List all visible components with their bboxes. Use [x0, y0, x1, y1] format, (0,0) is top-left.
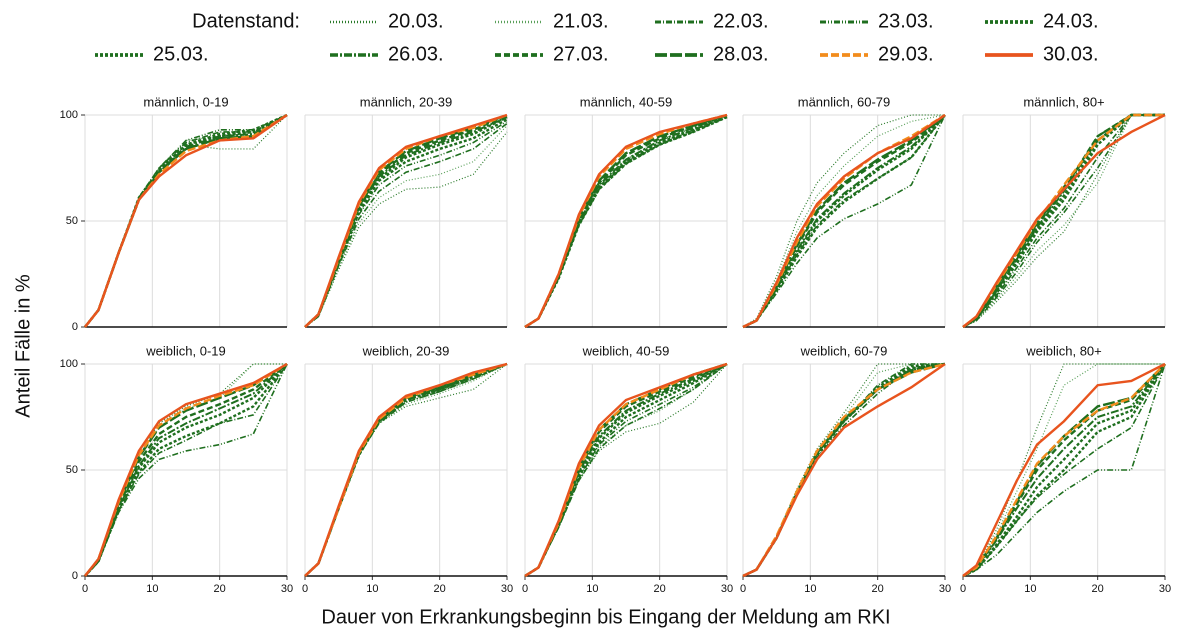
- series-line: [962, 363, 1165, 577]
- series-line: [962, 114, 1165, 328]
- panel: männlich, 0-19 0 50 100: [60, 94, 288, 333]
- legend-label: 26.03.: [388, 43, 444, 65]
- strip-label: männlich, 0-19: [143, 94, 228, 109]
- y-tick-label: 50: [66, 215, 78, 227]
- x-tick-label: 30: [281, 583, 293, 595]
- x-tick-label: 0: [960, 583, 966, 595]
- series-line: [304, 118, 508, 328]
- x-tick-label: 10: [146, 583, 158, 595]
- panel: weiblich, 0-19 0 10 20 30 0 50 100: [60, 343, 293, 594]
- series-line: [524, 362, 728, 578]
- series-line: [962, 362, 1166, 577]
- y-tick-label: 50: [66, 464, 78, 476]
- series-line: [742, 363, 945, 577]
- x-axis-label: Dauer von Erkrankungsbeginn bis Eingang …: [321, 606, 890, 628]
- series-line: [84, 114, 288, 328]
- panel: männlich, 40-59: [524, 94, 728, 329]
- x-tick-label: 20: [1092, 583, 1104, 595]
- panel: weiblich, 40-59 0 10 20 30: [522, 343, 733, 594]
- legend-label: 28.03.: [713, 43, 769, 65]
- y-tick-label: 100: [60, 358, 78, 370]
- x-tick-label: 0: [82, 583, 88, 595]
- x-tick-label: 30: [939, 583, 951, 595]
- series-line: [304, 131, 508, 328]
- panel: männlich, 20-39: [304, 94, 508, 328]
- x-tick-label: 20: [872, 583, 884, 595]
- x-tick-label: 0: [522, 583, 528, 595]
- series-line: [742, 363, 946, 578]
- legend-label: 23.03.: [878, 10, 934, 32]
- legend-label: 24.03.: [1043, 10, 1099, 32]
- x-tick-label: 10: [586, 583, 598, 595]
- x-tick-label: 10: [804, 583, 816, 595]
- y-tick-label: 100: [60, 109, 78, 121]
- panel: weiblich, 20-39 0 10 20 30: [302, 343, 513, 594]
- strip-label: weiblich, 0-19: [145, 343, 226, 358]
- panel: männlich, 80+: [962, 94, 1166, 329]
- series-line: [742, 114, 946, 329]
- x-tick-label: 10: [366, 583, 378, 595]
- series-line: [962, 363, 1166, 577]
- legend-label: 22.03.: [713, 10, 769, 32]
- series-line: [84, 363, 288, 577]
- series-line: [304, 116, 508, 328]
- strip-label: männlich, 20-39: [360, 94, 453, 109]
- legend-title: Datenstand:: [192, 10, 300, 32]
- series-line: [742, 114, 946, 328]
- series-line: [84, 362, 288, 577]
- series-line: [304, 122, 508, 328]
- strip-label: weiblich, 60-79: [800, 343, 888, 358]
- series-line: [962, 363, 1166, 578]
- legend-label: 25.03.: [153, 43, 209, 65]
- strip-label: männlich, 60-79: [798, 94, 891, 109]
- x-tick-label: 10: [1024, 583, 1036, 595]
- series-line: [742, 114, 946, 329]
- series-line: [84, 363, 288, 577]
- legend-label: 30.03.: [1043, 43, 1099, 65]
- panel: männlich, 60-79: [742, 94, 946, 329]
- series-line: [524, 363, 728, 577]
- series-line: [742, 114, 946, 328]
- x-tick-label: 30: [1159, 583, 1171, 595]
- series-line: [304, 362, 508, 577]
- strip-label: weiblich, 20-39: [362, 343, 450, 358]
- x-tick-label: 20: [654, 583, 666, 595]
- strip-label: weiblich, 40-59: [582, 343, 670, 358]
- series-line: [962, 363, 1166, 578]
- y-tick-label: 0: [72, 321, 78, 333]
- strip-label: männlich, 40-59: [580, 94, 673, 109]
- series-line: [962, 363, 1166, 578]
- series-line: [304, 113, 508, 328]
- y-axis-label: Anteil Fälle in %: [12, 274, 34, 418]
- series-line: [84, 113, 288, 328]
- strip-label: männlich, 80+: [1023, 94, 1104, 109]
- legend-label: 29.03.: [878, 43, 934, 65]
- series-line: [84, 363, 287, 577]
- series-line: [962, 113, 1166, 328]
- strip-label: weiblich, 80+: [1025, 343, 1102, 358]
- x-tick-label: 0: [740, 583, 746, 595]
- series-line: [84, 114, 288, 328]
- legend-label: 27.03.: [553, 43, 609, 65]
- x-tick-label: 0: [302, 583, 308, 595]
- x-tick-label: 20: [434, 583, 446, 595]
- x-tick-label: 30: [501, 583, 513, 595]
- series-line: [524, 113, 728, 329]
- series-line: [84, 362, 288, 577]
- panel: weiblich, 60-79 0 10 20 30: [740, 343, 951, 594]
- panel: weiblich, 80+ 0 10 20 30: [960, 343, 1171, 594]
- y-tick-label: 0: [72, 570, 78, 582]
- series-line: [962, 363, 1166, 577]
- legend-label: 20.03.: [388, 10, 444, 32]
- series-line: [742, 363, 945, 577]
- x-tick-label: 30: [721, 583, 733, 595]
- x-tick-label: 20: [214, 583, 226, 595]
- legend-label: 21.03.: [553, 10, 609, 32]
